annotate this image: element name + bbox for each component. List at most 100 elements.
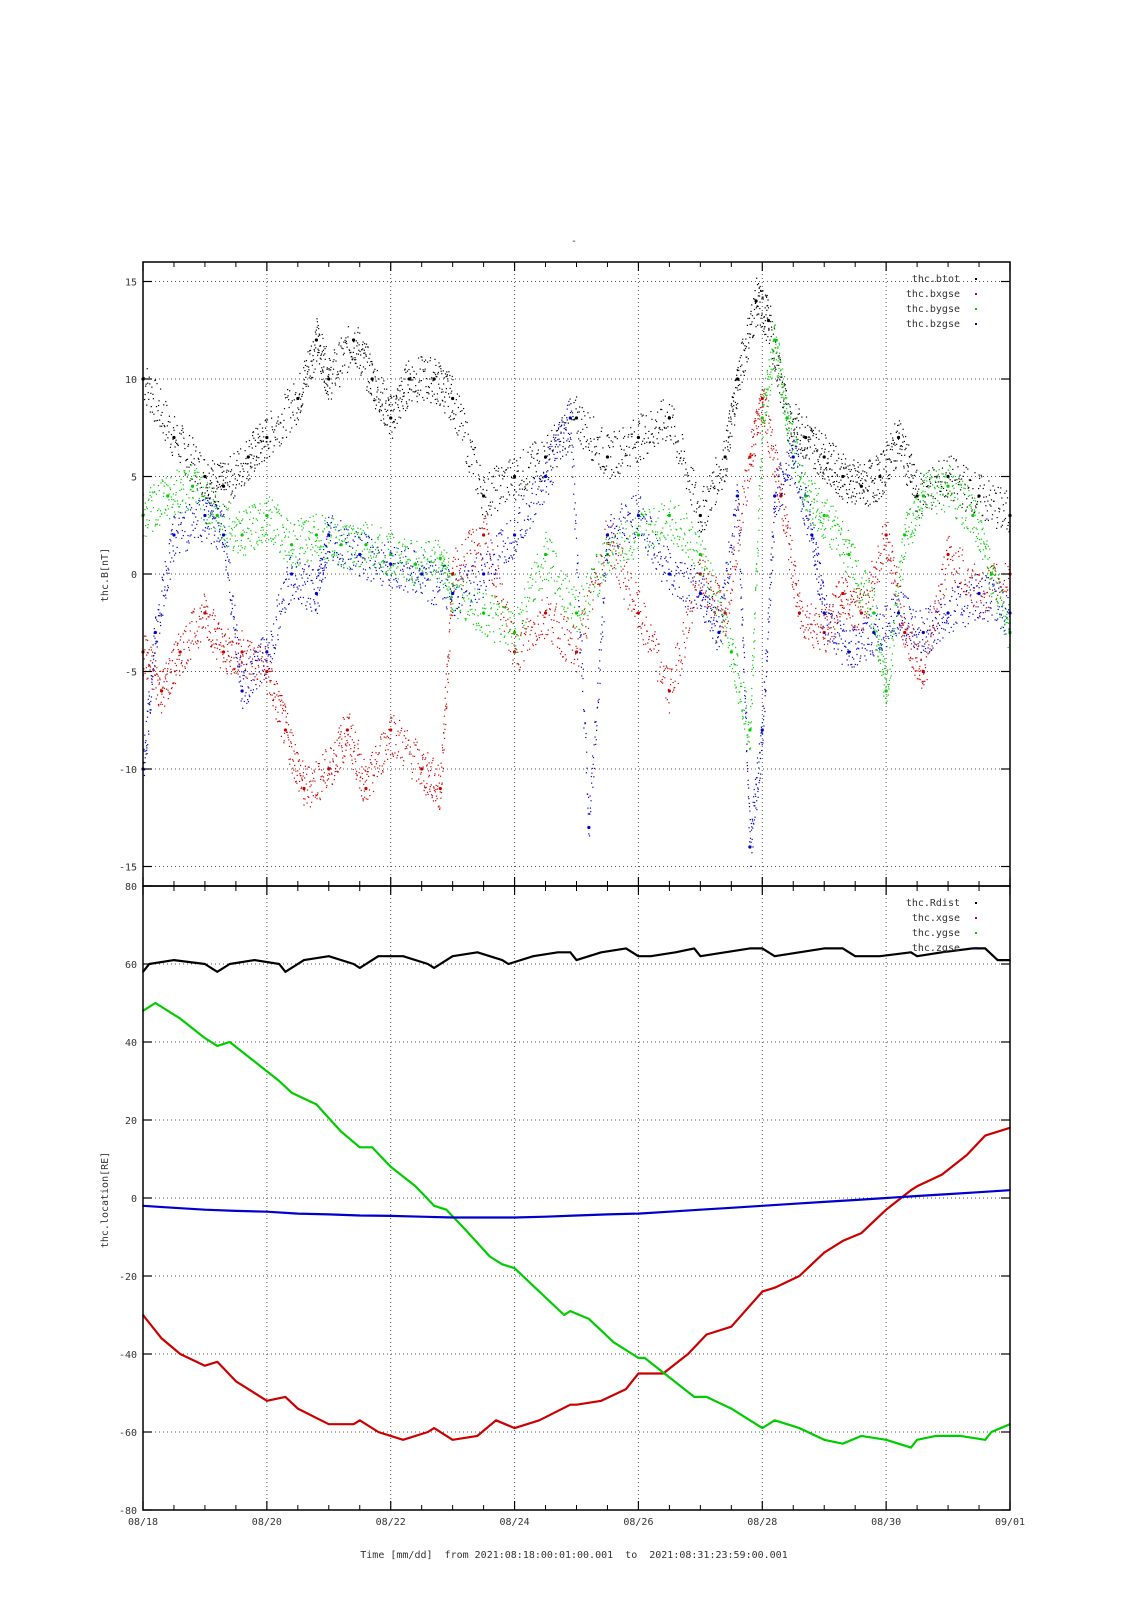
data-dot bbox=[321, 775, 323, 777]
data-dot bbox=[814, 624, 816, 626]
data-dot bbox=[185, 630, 187, 633]
data-dot bbox=[506, 601, 509, 603]
data-dot bbox=[463, 556, 465, 558]
data-dot bbox=[855, 470, 857, 472]
data-dot bbox=[748, 469, 750, 471]
data-dot bbox=[538, 462, 540, 464]
data-dot bbox=[339, 370, 342, 372]
data-dot bbox=[674, 425, 676, 428]
data-dot bbox=[982, 593, 984, 595]
data-dot bbox=[585, 626, 587, 628]
data-dot bbox=[710, 485, 712, 487]
data-dot bbox=[808, 627, 811, 629]
data-dot bbox=[334, 774, 336, 777]
data-dot bbox=[623, 565, 626, 567]
data-dot bbox=[375, 380, 377, 382]
data-dot bbox=[583, 436, 585, 438]
data-dot bbox=[268, 447, 270, 449]
data-dot bbox=[800, 434, 802, 436]
data-dot bbox=[319, 357, 321, 359]
data-dot bbox=[423, 785, 426, 787]
data-dot bbox=[834, 621, 836, 623]
data-dot bbox=[275, 535, 277, 537]
data-dot bbox=[913, 464, 915, 466]
data-dot bbox=[545, 610, 547, 612]
data-dot bbox=[838, 457, 840, 459]
data-dot bbox=[221, 628, 223, 630]
data-dot bbox=[739, 357, 741, 359]
data-dot bbox=[904, 628, 906, 630]
data-dot bbox=[954, 580, 956, 582]
data-point bbox=[921, 494, 925, 498]
data-dot bbox=[705, 595, 707, 597]
data-dot bbox=[264, 445, 266, 448]
data-dot bbox=[337, 377, 339, 379]
data-point bbox=[240, 650, 244, 654]
data-dot bbox=[374, 368, 376, 370]
data-dot bbox=[266, 440, 268, 443]
data-dot bbox=[729, 435, 731, 438]
data-dot bbox=[401, 727, 403, 729]
data-dot bbox=[793, 597, 795, 599]
data-dot bbox=[540, 634, 542, 636]
data-dot bbox=[158, 705, 160, 707]
data-dot bbox=[845, 467, 847, 469]
data-point bbox=[221, 484, 226, 488]
data-dot bbox=[572, 625, 575, 627]
data-dot bbox=[980, 474, 982, 476]
data-dot bbox=[419, 783, 421, 785]
data-dot bbox=[859, 592, 862, 594]
data-dot bbox=[734, 379, 736, 382]
data-dot bbox=[762, 296, 764, 298]
data-dot bbox=[163, 424, 165, 427]
data-dot bbox=[895, 431, 897, 433]
data-dot bbox=[276, 438, 278, 440]
data-dot bbox=[1005, 502, 1007, 504]
data-dot bbox=[890, 569, 892, 572]
data-dot bbox=[764, 422, 766, 424]
data-dot bbox=[815, 433, 817, 436]
data-dot bbox=[440, 762, 442, 764]
data-dot bbox=[196, 484, 198, 487]
data-dot bbox=[517, 465, 519, 467]
data-dot bbox=[187, 507, 189, 510]
data-dot bbox=[180, 433, 182, 435]
data-dot bbox=[223, 657, 225, 659]
data-dot bbox=[814, 468, 817, 470]
data-dot bbox=[174, 513, 176, 515]
data-dot bbox=[681, 668, 683, 670]
data-dot bbox=[520, 495, 522, 497]
data-dot bbox=[676, 451, 678, 453]
data-dot bbox=[595, 573, 597, 575]
data-dot bbox=[346, 342, 348, 345]
data-dot bbox=[599, 583, 601, 585]
data-dot bbox=[338, 344, 340, 346]
data-dot bbox=[404, 730, 406, 732]
data-dot bbox=[921, 687, 923, 689]
data-dot bbox=[670, 669, 673, 671]
data-dot bbox=[753, 317, 755, 319]
data-dot bbox=[841, 485, 844, 487]
data-dot bbox=[651, 635, 654, 637]
data-dot bbox=[151, 655, 153, 657]
data-dot bbox=[470, 441, 472, 444]
data-dot bbox=[327, 385, 329, 387]
data-dot bbox=[237, 545, 240, 547]
data-dot bbox=[339, 733, 341, 735]
data-dot bbox=[164, 667, 166, 670]
data-dot bbox=[522, 644, 525, 646]
data-dot bbox=[601, 465, 603, 468]
data-dot bbox=[755, 326, 757, 328]
data-dot bbox=[884, 481, 886, 483]
data-dot bbox=[856, 474, 858, 476]
data-dot bbox=[888, 474, 890, 477]
data-dot bbox=[453, 590, 455, 592]
data-dot bbox=[628, 588, 630, 590]
data-dot bbox=[891, 449, 893, 451]
data-dot bbox=[369, 387, 372, 390]
data-dot bbox=[898, 420, 901, 422]
data-dot bbox=[212, 639, 214, 641]
data-dot bbox=[264, 420, 266, 422]
data-dot bbox=[732, 408, 734, 410]
data-dot bbox=[251, 447, 253, 449]
